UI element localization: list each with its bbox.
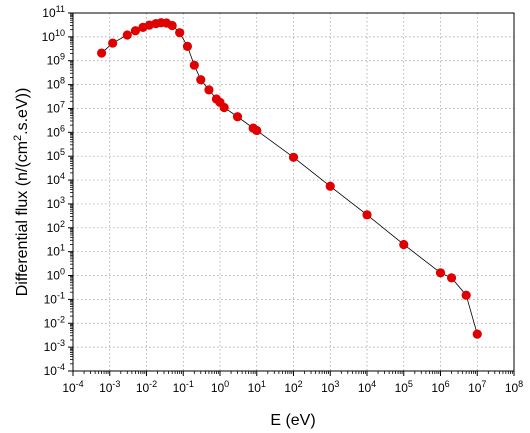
x-tick-label: 104 — [358, 379, 376, 395]
x-tick-label: 103 — [321, 379, 339, 395]
data-point — [472, 329, 482, 339]
y-tick-label: 103 — [47, 195, 65, 211]
x-tick-label: 102 — [284, 379, 302, 395]
data-point — [446, 273, 457, 283]
data-point — [219, 102, 229, 113]
data-point — [196, 75, 206, 85]
data-point — [182, 41, 193, 51]
data-point — [435, 268, 446, 278]
y-tick-label: 106 — [47, 123, 65, 139]
x-axis-label: E (eV) — [270, 412, 315, 429]
y-tick-label: 10-4 — [44, 362, 65, 378]
x-tick-label: 107 — [468, 379, 486, 395]
x-tick-label: 10-3 — [99, 379, 120, 395]
x-tick-label: 106 — [431, 379, 449, 395]
y-tick-label: 10-2 — [44, 314, 65, 330]
y-tick-label: 1011 — [42, 4, 65, 20]
x-tick-label: 10-4 — [62, 379, 83, 395]
data-point — [362, 210, 372, 220]
series-line — [101, 22, 478, 335]
y-tick-label: 102 — [47, 219, 65, 235]
y-tick-label: 10-3 — [44, 338, 65, 354]
axis-ticks — [68, 12, 515, 376]
x-tick-label: 100 — [211, 379, 229, 395]
data-point — [167, 20, 177, 31]
y-tick-label: 109 — [47, 52, 65, 68]
y-tick-label: 100 — [47, 267, 65, 283]
data-point — [325, 181, 335, 191]
x-tick-label: 108 — [505, 379, 523, 395]
data-point — [122, 30, 132, 40]
x-tick-labels: 10-4 10-3 10-2 10-1 100 101 102 103 104 105 106 107… — [62, 379, 523, 395]
data-point — [189, 60, 199, 70]
y-tick-labels: 10-4 10-3 10-2 10-1 100 101 102 103 104 105 106 107… — [42, 4, 65, 378]
data-point — [288, 152, 299, 162]
x-tick-label: 10-2 — [136, 379, 157, 395]
y-tick-label: 108 — [47, 76, 65, 92]
y-tick-label: 105 — [47, 147, 65, 163]
y-tick-label: 104 — [47, 171, 65, 187]
data-point — [130, 26, 141, 36]
data-point — [232, 112, 243, 122]
data-point — [461, 290, 471, 300]
grid-lines — [73, 13, 514, 371]
y-tick-label: 107 — [47, 99, 65, 115]
y-axis-label: Differential flux (n/(cm2.s.eV)) — [12, 88, 31, 297]
y-tick-label: 1010 — [42, 28, 65, 44]
data-point — [96, 48, 107, 58]
y-tick-label: 10-1 — [44, 290, 65, 306]
data-markers — [96, 18, 482, 339]
data-point — [252, 125, 262, 136]
x-tick-label: 10-1 — [173, 379, 194, 395]
data-point — [175, 28, 185, 38]
y-tick-label: 101 — [47, 243, 65, 259]
data-point — [399, 239, 409, 250]
x-tick-label: 101 — [248, 379, 266, 395]
data-point — [108, 38, 118, 48]
data-point — [204, 85, 214, 95]
x-tick-label: 105 — [395, 379, 413, 395]
